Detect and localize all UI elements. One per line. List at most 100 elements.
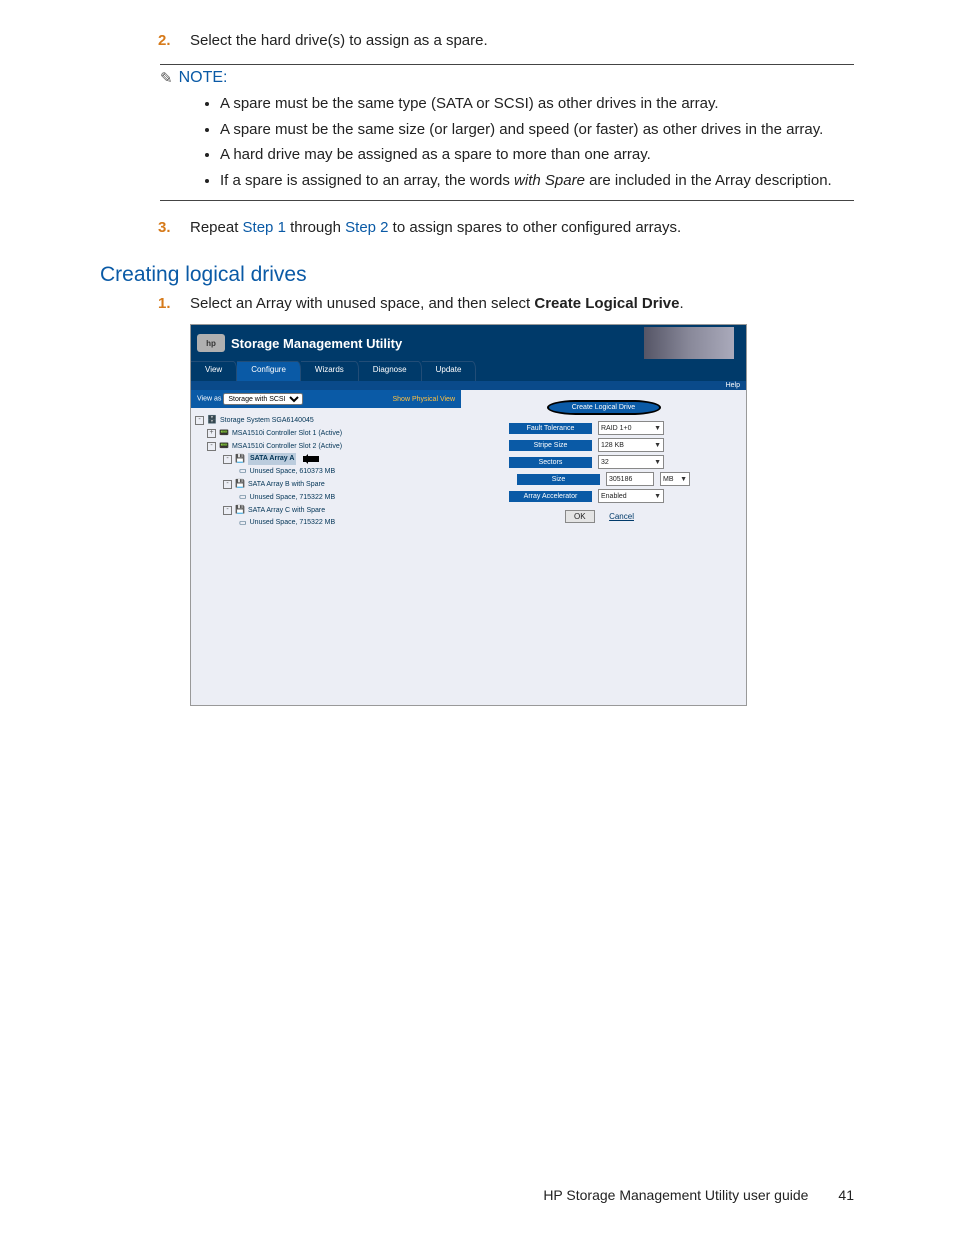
footer-text: HP Storage Management Utility user guide — [543, 1187, 808, 1203]
section-step-1: 1. Select an Array with unused space, an… — [190, 293, 854, 315]
tree-label: Unused Space, 715322 MB — [250, 492, 336, 503]
note-bullet-2: A spare must be the same size (or larger… — [220, 119, 854, 141]
ok-button[interactable]: OK — [565, 510, 595, 523]
array-icon: 💾 — [235, 478, 245, 491]
form-row-array-accelerator: Array Accelerator Enabled▼ — [473, 489, 734, 503]
chevron-down-icon: ▼ — [654, 459, 661, 466]
tree-unused-3[interactable]: ▭Unused Space, 715322 MB — [195, 517, 457, 530]
tree-controller-1[interactable]: +📟MSA1510i Controller Slot 1 (Active) — [195, 427, 457, 440]
create-logical-drive-header: Create Logical Drive — [547, 400, 661, 415]
note-bullets: A spare must be the same type (SATA or S… — [160, 93, 854, 192]
tree-unused-2[interactable]: ▭Unused Space, 715322 MB — [195, 491, 457, 504]
show-physical-view-link[interactable]: Show Physical View — [392, 396, 455, 403]
array-icon: 💾 — [235, 504, 245, 517]
note-box: ✎ NOTE: A spare must be the same type (S… — [160, 64, 854, 201]
tree-array-a[interactable]: -💾SATA Array A — [195, 453, 457, 466]
tree-controller-2[interactable]: -📟MSA1510i Controller Slot 2 (Active) — [195, 440, 457, 453]
right-panel: Create Logical Drive Fault Tolerance RAI… — [461, 390, 746, 705]
size-unit-select[interactable]: MB▼ — [660, 472, 690, 486]
tree-label: SATA Array B with Spare — [248, 479, 325, 490]
tab-diagnose[interactable]: Diagnose — [359, 361, 422, 381]
tree-unused-1[interactable]: ▭Unused Space, 610373 MB — [195, 465, 457, 478]
expand-icon[interactable]: - — [195, 416, 204, 425]
pointer-arrow-icon — [303, 456, 319, 462]
step-1-link[interactable]: Step 1 — [243, 219, 286, 236]
stripe-size-label: Stripe Size — [509, 440, 592, 451]
form-row-size: Size 305186 MB▼ — [473, 472, 734, 486]
step-2-link[interactable]: Step 2 — [345, 219, 388, 236]
tree-label: Storage System SGA6140045 — [220, 415, 314, 426]
app-title: Storage Management Utility — [231, 336, 644, 351]
step-3-mid: through — [286, 219, 345, 236]
form-buttons: OK Cancel — [473, 511, 734, 521]
section-step1-pre: Select an Array with unused space, and t… — [190, 295, 534, 312]
note-title: ✎ NOTE: — [160, 69, 854, 87]
expand-icon[interactable]: - — [207, 442, 216, 451]
sectors-label: Sectors — [509, 457, 592, 468]
tree-label: MSA1510i Controller Slot 1 (Active) — [232, 428, 342, 439]
app-header: hp Storage Management Utility — [191, 325, 746, 361]
tree-array-c[interactable]: -💾SATA Array C with Spare — [195, 504, 457, 517]
expand-icon[interactable]: - — [223, 455, 232, 464]
controller-icon: 📟 — [219, 427, 229, 440]
note-bullet-3: A hard drive may be assigned as a spare … — [220, 144, 854, 166]
array-icon: 💾 — [235, 453, 245, 466]
chevron-down-icon: ▼ — [680, 476, 687, 483]
note-bullet-1: A spare must be the same type (SATA or S… — [220, 93, 854, 115]
tree-storage-system[interactable]: -🗄️Storage System SGA6140045 — [195, 414, 457, 427]
step-3-number: 3. — [158, 217, 171, 239]
chevron-down-icon: ▼ — [654, 425, 661, 432]
left-panel: View as Storage with SCSI Show Physical … — [191, 390, 461, 705]
pencil-note-icon: ✎ — [160, 69, 173, 87]
note-label: NOTE: — [179, 69, 228, 87]
tree-array-b[interactable]: -💾SATA Array B with Spare — [195, 478, 457, 491]
stripe-size-select[interactable]: 128 KB▼ — [598, 438, 664, 452]
note-b4-italic: with Spare — [514, 172, 585, 189]
form-row-fault-tolerance: Fault Tolerance RAID 1+0▼ — [473, 421, 734, 435]
help-bar: Help — [191, 381, 746, 390]
device-tree: -🗄️Storage System SGA6140045 +📟MSA1510i … — [191, 408, 461, 535]
chevron-down-icon: ▼ — [654, 493, 661, 500]
space-icon: ▭ — [239, 491, 247, 504]
array-accelerator-select[interactable]: Enabled▼ — [598, 489, 664, 503]
section-step1-post: . — [679, 295, 683, 312]
tab-wizards[interactable]: Wizards — [301, 361, 359, 381]
nav-tabs: View Configure Wizards Diagnose Update — [191, 361, 746, 381]
array-accelerator-label: Array Accelerator — [509, 491, 592, 502]
size-label: Size — [517, 474, 600, 485]
sectors-select[interactable]: 32▼ — [598, 455, 664, 469]
note-b4-pre: If a spare is assigned to an array, the … — [220, 172, 514, 189]
section-step1-bold: Create Logical Drive — [534, 295, 679, 312]
chevron-down-icon: ▼ — [654, 442, 661, 449]
tree-label: Unused Space, 610373 MB — [250, 466, 336, 477]
expand-icon[interactable]: + — [207, 429, 216, 438]
expand-icon[interactable]: - — [223, 480, 232, 489]
tab-update[interactable]: Update — [422, 361, 477, 381]
storage-icon: 🗄️ — [207, 414, 217, 427]
hp-logo-icon: hp — [197, 334, 225, 352]
form-row-sectors: Sectors 32▼ — [473, 455, 734, 469]
size-input[interactable]: 305186 — [606, 472, 654, 486]
help-link[interactable]: Help — [726, 382, 740, 389]
note-rule-top — [160, 64, 854, 65]
cancel-button[interactable]: Cancel — [601, 511, 642, 522]
tab-view[interactable]: View — [191, 361, 237, 381]
tab-configure[interactable]: Configure — [237, 361, 301, 381]
step-3-post: to assign spares to other configured arr… — [389, 219, 682, 236]
tree-label: SATA Array C with Spare — [248, 505, 325, 516]
controller-icon: 📟 — [219, 440, 229, 453]
step-3-item: 3. Repeat Step 1 through Step 2 to assig… — [190, 217, 854, 239]
view-as-select[interactable]: Storage with SCSI — [223, 393, 303, 405]
section-title: Creating logical drives — [100, 263, 854, 287]
section-step-1-number: 1. — [158, 293, 171, 315]
page-footer: HP Storage Management Utility user guide… — [543, 1187, 854, 1203]
app-screenshot: hp Storage Management Utility View Confi… — [190, 324, 747, 706]
space-icon: ▭ — [239, 517, 247, 530]
note-rule-bottom — [160, 200, 854, 201]
space-icon: ▭ — [239, 465, 247, 478]
step-3-pre: Repeat — [190, 219, 243, 236]
expand-icon[interactable]: - — [223, 506, 232, 515]
note-bullet-4: If a spare is assigned to an array, the … — [220, 170, 854, 192]
fault-tolerance-select[interactable]: RAID 1+0▼ — [598, 421, 664, 435]
view-bar: View as Storage with SCSI Show Physical … — [191, 390, 461, 408]
